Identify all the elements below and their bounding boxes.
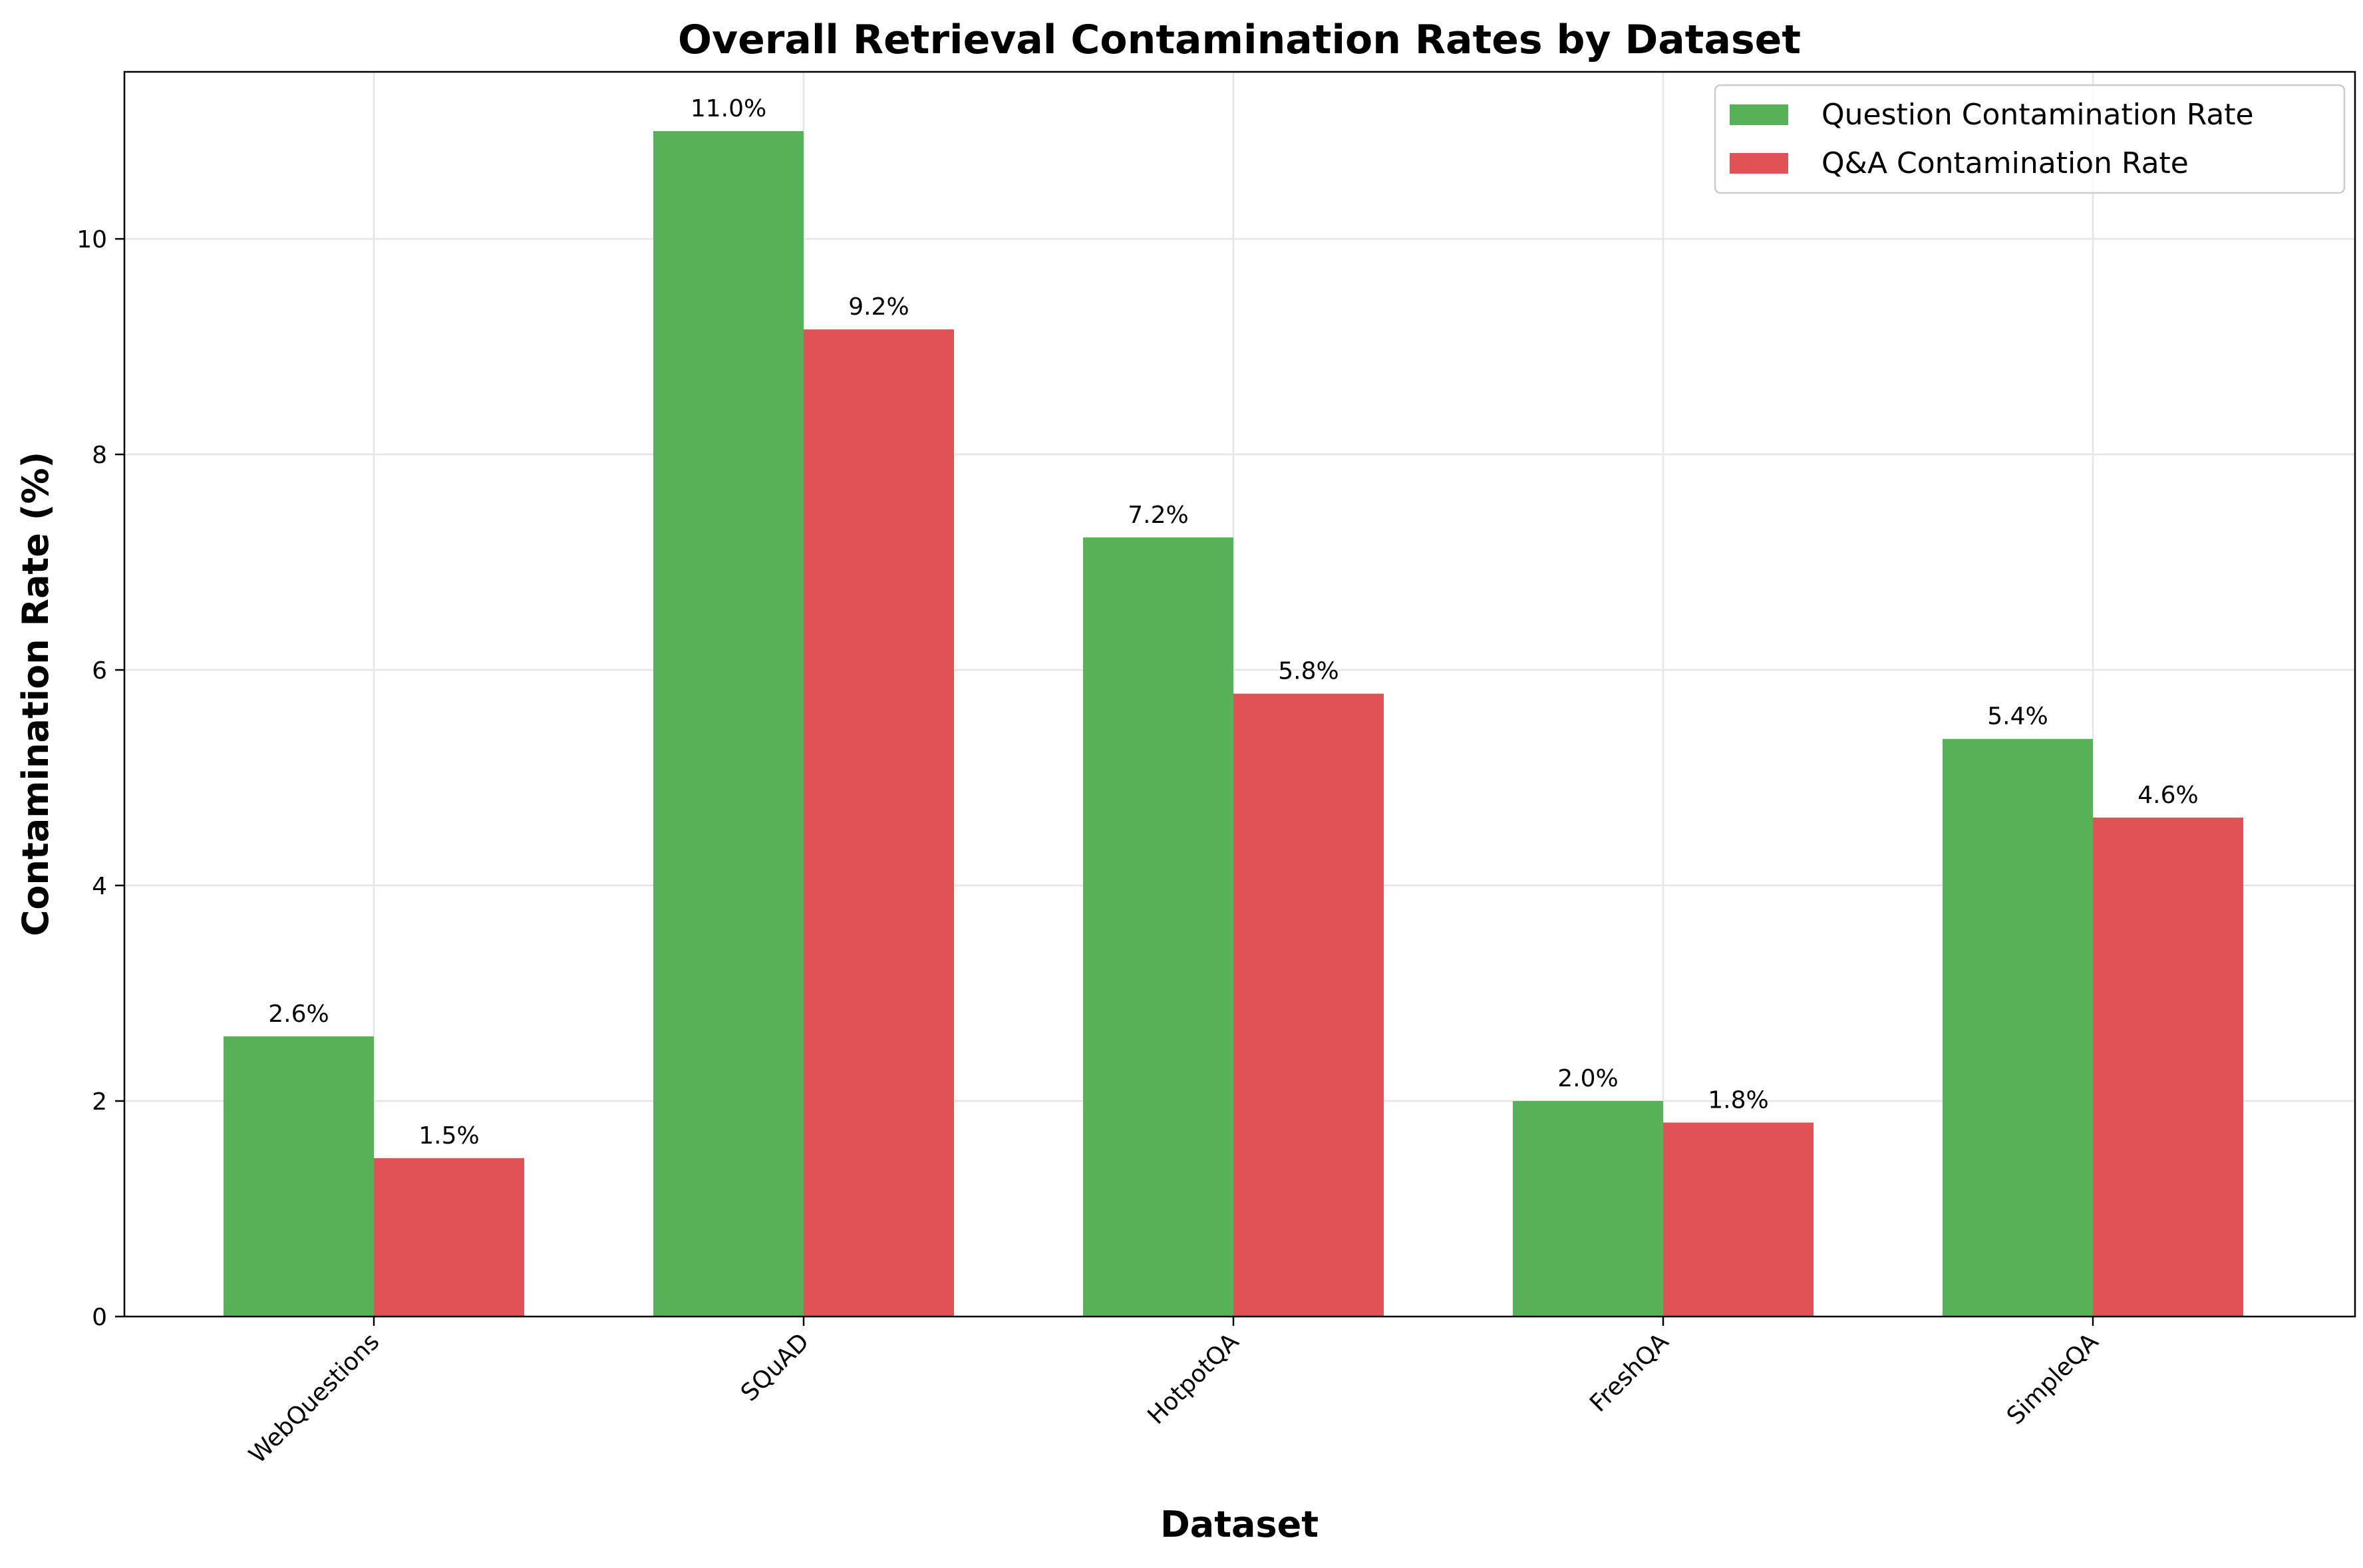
legend-label-qa: Q&A Contamination Rate (1821, 146, 2189, 180)
data-label: 2.6% (268, 1001, 329, 1028)
bar-qa-simpleqa (2093, 817, 2243, 1317)
legend: Question Contamination Rate Q&A Contamin… (1714, 84, 2346, 194)
y-tick-label: 8 (92, 442, 107, 469)
bar-qa-freshqa (1663, 1122, 1813, 1317)
x-axis-title: Dataset (1160, 1503, 1319, 1545)
bar-qa-hotpotqa (1233, 693, 1384, 1317)
y-tick-label: 6 (92, 657, 107, 685)
data-label: 1.8% (1708, 1086, 1768, 1114)
x-tick-label: SimpleQA (2002, 1328, 2104, 1430)
chart-title: Overall Retrieval Contamination Rates by… (678, 17, 1801, 63)
plot-frame (123, 71, 2356, 1318)
data-label: 9.2% (848, 293, 909, 321)
data-label: 4.6% (2137, 782, 2198, 809)
data-label: 11.0% (691, 95, 766, 122)
bar-question-simpleqa (1943, 738, 2093, 1317)
data-label: 1.5% (418, 1122, 479, 1150)
data-label: 7.2% (1128, 502, 1188, 529)
bar-qa-webquestions (374, 1158, 524, 1317)
legend-label-question: Question Contamination Rate (1821, 98, 2254, 132)
data-label: 5.8% (1278, 658, 1339, 685)
bar-question-hotpotqa (1083, 537, 1233, 1317)
bar-question-webquestions (224, 1036, 374, 1317)
y-axis-title: Contamination Rate (%) (15, 452, 57, 936)
data-label: 5.4% (1987, 703, 2048, 730)
y-tick-label: 4 (92, 873, 107, 900)
bars (224, 131, 2243, 1317)
legend-swatch-question (1730, 104, 1788, 125)
x-tick-label: FreshQA (1585, 1328, 1674, 1417)
y-tick-label: 2 (92, 1088, 107, 1116)
bar-qa-squad (804, 329, 954, 1317)
data-label: 2.0% (1557, 1065, 1618, 1092)
x-axis: WebQuestions SQuAD HotpotQA FreshQA SimpleQA (244, 1317, 2104, 1469)
x-tick-label: HotpotQA (1143, 1328, 1245, 1430)
legend-swatch-qa (1730, 153, 1788, 174)
y-axis: 0 2 4 6 8 10 (77, 226, 124, 1331)
bar-question-squad (653, 131, 804, 1317)
y-tick-label: 0 (92, 1304, 107, 1331)
x-tick-label: WebQuestions (244, 1328, 385, 1469)
legend-box (1714, 84, 2346, 194)
data-labels: 2.6% 11.0% 7.2% 2.0% 5.4% 1.5% 9.2% 5.8% 1.8% 4.6… (268, 95, 2198, 1150)
bar-question-freshqa (1513, 1101, 1663, 1317)
y-tick-label: 10 (77, 226, 107, 253)
x-tick-label: SQuAD (736, 1328, 814, 1406)
